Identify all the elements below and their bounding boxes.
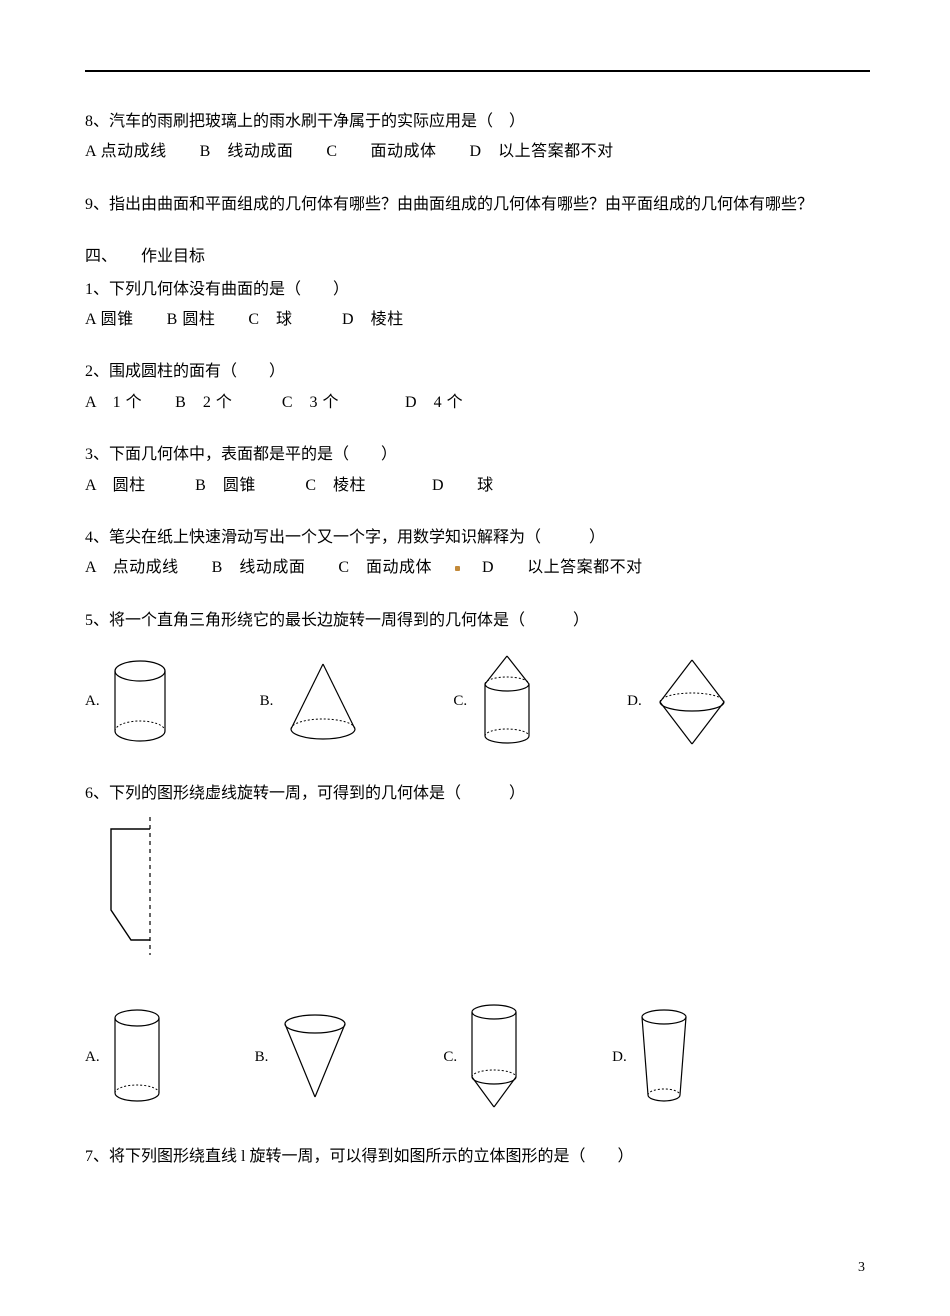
frustum-icon — [637, 1007, 692, 1107]
hw5-option-a: A. — [85, 659, 170, 744]
hw1-options: A 圆锥 B 圆柱 C 球 D 棱柱 — [85, 305, 870, 335]
cylinder-a-icon — [110, 1007, 165, 1107]
hw6-option-a: A. — [85, 1007, 165, 1107]
question-8: 8、汽车的雨刷把玻璃上的雨水刷干净属于的实际应用是（ ） A 点动成线 B 线动… — [85, 107, 870, 168]
hw3-options: A 圆柱 B 圆锥 C 棱柱 D 球 — [85, 471, 870, 501]
q9-text: 9、指出由曲面和平面组成的几何体有哪些？由曲面组成的几何体有哪些？由平面组成的几… — [85, 190, 870, 220]
hw5-a-label: A. — [85, 687, 100, 716]
hw-question-1: 1、下列几何体没有曲面的是（ ） A 圆锥 B 圆柱 C 球 D 棱柱 — [85, 275, 870, 336]
cylinder-cone-bottom-icon — [467, 1002, 522, 1112]
hw2-options: A 1 个 B 2 个 C 3 个 D 4 个 — [85, 388, 870, 418]
hw5-option-b: B. — [260, 659, 364, 744]
hw6-text: 6、下列的图形绕虚线旋转一周，可得到的几何体是（ ） — [85, 779, 870, 809]
hw6-diagrams: A. B. C. — [85, 1002, 870, 1112]
hw3-text: 3、下面几何体中，表面都是平的是（ ） — [85, 440, 870, 470]
hw5-d-label: D. — [627, 687, 642, 716]
hw6-option-b: B. — [255, 1012, 354, 1102]
hint-dot-icon — [455, 566, 460, 571]
q8-text: 8、汽车的雨刷把玻璃上的雨水刷干净属于的实际应用是（ ） — [85, 107, 870, 137]
hw-question-7: 7、将下列图形绕直线 l 旋转一周，可以得到如图所示的立体图形的是（ ） — [85, 1142, 870, 1172]
hw6-given-shape — [105, 815, 870, 971]
cylinder-icon — [110, 659, 170, 744]
hw-question-5: 5、将一个直角三角形绕它的最长边旋转一周得到的几何体是（ ） A. B. — [85, 606, 870, 749]
double-cone-icon — [652, 657, 732, 747]
inverted-cone-icon — [278, 1012, 353, 1102]
hw5-diagrams: A. B. C. — [85, 654, 870, 749]
hw1-text: 1、下列几何体没有曲面的是（ ） — [85, 275, 870, 305]
section-4-title: 四、 作业目标 — [85, 242, 870, 272]
hw5-option-d: D. — [627, 657, 732, 747]
page-content: 8、汽车的雨刷把玻璃上的雨水刷干净属于的实际应用是（ ） A 点动成线 B 线动… — [85, 107, 870, 1172]
cone-on-cylinder-icon — [477, 654, 537, 749]
hw-question-6: 6、下列的图形绕虚线旋转一周，可得到的几何体是（ ） A. B. — [85, 779, 870, 1112]
hw6-option-c: C. — [443, 1002, 522, 1112]
hw-question-3: 3、下面几何体中，表面都是平的是（ ） A 圆柱 B 圆锥 C 棱柱 D 球 — [85, 440, 870, 501]
hw2-text: 2、围成圆柱的面有（ ） — [85, 357, 870, 387]
page-number: 3 — [858, 1260, 865, 1276]
hw6-option-d: D. — [612, 1007, 692, 1107]
hw6-d-label: D. — [612, 1043, 627, 1072]
hw5-b-label: B. — [260, 687, 274, 716]
hw7-text: 7、将下列图形绕直线 l 旋转一周，可以得到如图所示的立体图形的是（ ） — [85, 1142, 870, 1172]
hw4-text: 4、笔尖在纸上快速滑动写出一个又一个字，用数学知识解释为（ ） — [85, 523, 870, 553]
top-horizontal-rule — [85, 70, 870, 72]
q8-options: A 点动成线 B 线动成面 C 面动成体 D 以上答案都不对 — [85, 137, 870, 167]
hw4-options-b: D 以上答案都不对 — [466, 559, 643, 576]
cone-icon — [283, 659, 363, 744]
hw6-c-label: C. — [443, 1043, 457, 1072]
hw5-c-label: C. — [453, 687, 467, 716]
hw5-text: 5、将一个直角三角形绕它的最长边旋转一周得到的几何体是（ ） — [85, 606, 870, 636]
hw-question-4: 4、笔尖在纸上快速滑动写出一个又一个字，用数学知识解释为（ ） A 点动成线 B… — [85, 523, 870, 584]
hw5-option-c: C. — [453, 654, 537, 749]
hw4-options: A 点动成线 B 线动成面 C 面动成体 D 以上答案都不对 — [85, 553, 870, 583]
hw6-b-label: B. — [255, 1043, 269, 1072]
hw-question-2: 2、围成圆柱的面有（ ） A 1 个 B 2 个 C 3 个 D 4 个 — [85, 357, 870, 418]
question-9: 9、指出由曲面和平面组成的几何体有哪些？由曲面组成的几何体有哪些？由平面组成的几… — [85, 190, 870, 220]
hw4-options-a: A 点动成线 B 线动成面 C 面动成体 — [85, 559, 449, 576]
hw6-a-label: A. — [85, 1043, 100, 1072]
rotation-profile-icon — [105, 815, 175, 960]
